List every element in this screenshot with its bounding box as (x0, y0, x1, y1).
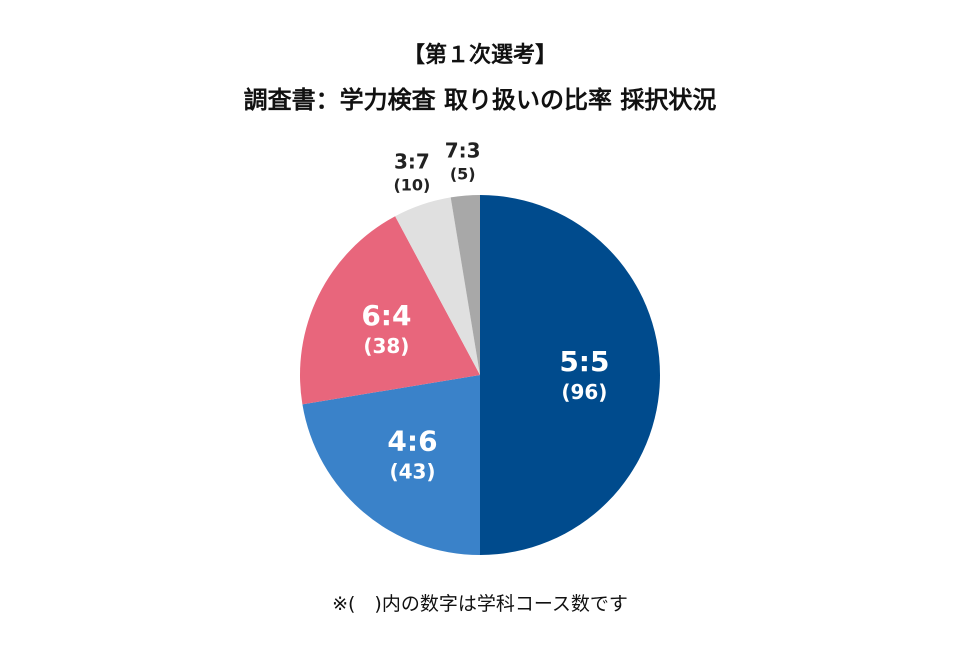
chart-subtitle: 調査書：学力検査 取り扱いの比率 採択状況 (244, 86, 717, 114)
slice-label-3-7: 3:7 (394, 149, 430, 173)
slice-label-7-3: 7:3 (445, 139, 481, 163)
slice-label-4-6: 4:6 (387, 425, 437, 458)
slice-label-5-5: 5:5 (559, 345, 609, 378)
pie-slice-6-4 (299, 216, 480, 405)
footnote: ※( )内の数字は学科コース数です (332, 593, 628, 615)
slice-count-7-3: (5) (450, 165, 476, 184)
pie-slice-5-5 (480, 195, 660, 555)
pie-labels: 5:5(96) 4:6(43) 6:4(38) 3:7 (10) 7:3 (5) (361, 139, 609, 484)
slice-count-4-6: (43) (389, 460, 435, 484)
pie-slice-3-7 (395, 197, 480, 375)
slice-count-5-5: (96) (561, 380, 607, 404)
slice-count-3-7: (10) (393, 175, 430, 194)
pie-slices (299, 194, 660, 555)
pie-slice-7-3 (450, 194, 480, 375)
pie-slice-4-6 (302, 375, 480, 555)
slice-label-6-4: 6:4 (361, 299, 411, 332)
slice-count-6-4: (38) (363, 334, 409, 358)
chart-title: 【第１次選考】 (403, 42, 557, 68)
